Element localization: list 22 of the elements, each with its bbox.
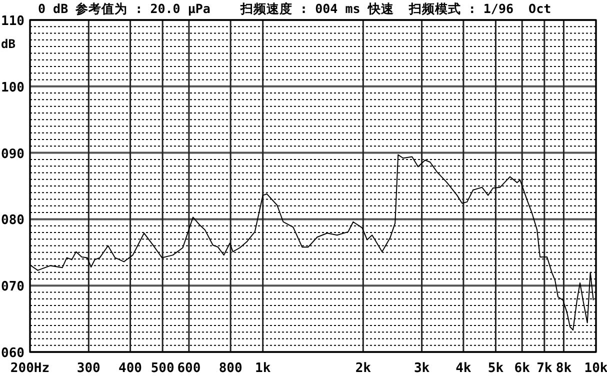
y-tick-label: 060 [1, 346, 25, 361]
y-tick-label: 090 [1, 146, 25, 162]
x-tick-label: 5k [488, 361, 504, 376]
x-tick-label: 7k [536, 361, 552, 376]
y-tick-label: 100 [1, 80, 25, 96]
x-tick-label: 600 [177, 361, 201, 376]
x-tick-label: 2k [355, 361, 372, 376]
x-tick-label: 300 [76, 361, 101, 376]
x-tick-label: 3k [414, 361, 430, 376]
y-tick-label: 080 [1, 213, 25, 228]
x-tick-label: 1k [255, 361, 271, 376]
x-tick-label: 4k [456, 361, 472, 376]
x-tick-label: 500 [150, 361, 174, 376]
y-axis-title: dB [1, 37, 16, 51]
x-tick-label: 200Hz [10, 361, 50, 376]
y-tick-label: 070 [1, 280, 25, 295]
chart-title: 0 dB 参考值为 : 20.0 μPa 扫频速度 : 004 ms 快速 扫频模式 : 1/96 Oct [38, 1, 552, 16]
y-tick-label: 110 [1, 14, 25, 29]
x-tick-label: 8k [556, 361, 572, 376]
x-tick-label: 6k [514, 361, 530, 376]
x-tick-label: 800 [218, 361, 242, 376]
x-tick-label: 400 [118, 361, 142, 376]
